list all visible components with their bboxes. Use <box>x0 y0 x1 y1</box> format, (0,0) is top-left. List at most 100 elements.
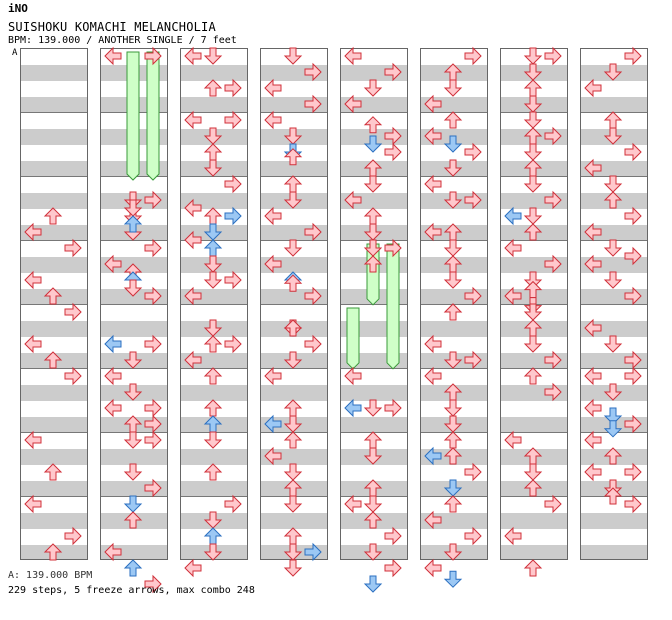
measure-line <box>101 240 167 241</box>
left-arrow-icon <box>104 366 122 386</box>
right-arrow-icon <box>624 366 642 386</box>
down-arrow-icon <box>363 495 383 513</box>
measure-line <box>181 496 247 497</box>
right-arrow-icon <box>144 478 162 498</box>
measure-line <box>21 240 87 241</box>
right-arrow-icon <box>544 382 562 402</box>
down-arrow-icon <box>603 127 623 145</box>
down-arrow-icon <box>203 159 223 177</box>
down-arrow-icon <box>523 463 543 481</box>
down-arrow-icon <box>123 383 143 401</box>
up-arrow-icon <box>363 255 383 273</box>
down-arrow-icon <box>283 47 303 65</box>
right-arrow-icon <box>544 126 562 146</box>
section-marker: A <box>12 48 18 58</box>
up-arrow-icon <box>363 511 383 529</box>
left-arrow-icon <box>24 270 42 290</box>
right-arrow-icon <box>64 238 82 258</box>
down-arrow-icon <box>523 111 543 129</box>
right-arrow-icon <box>304 286 322 306</box>
down-arrow-icon <box>603 383 623 401</box>
down-arrow-icon <box>283 463 303 481</box>
down-arrow-icon <box>203 431 223 449</box>
left-arrow-icon <box>24 430 42 450</box>
left-arrow-icon <box>104 46 122 66</box>
down-arrow-icon <box>123 351 143 369</box>
measure-line <box>181 176 247 177</box>
up-arrow-icon <box>523 127 543 145</box>
down-arrow-icon <box>523 63 543 81</box>
arrow-layer-6 <box>424 46 482 588</box>
measure-line <box>261 304 327 305</box>
left-arrow-icon <box>184 558 202 578</box>
left-arrow-icon <box>424 366 442 386</box>
right-arrow-icon <box>624 350 642 370</box>
right-arrow-icon <box>624 206 642 226</box>
right-arrow-icon <box>64 366 82 386</box>
measure-line <box>101 304 167 305</box>
down-arrow-icon <box>363 575 383 593</box>
down-arrow-icon <box>603 239 623 257</box>
down-arrow-icon <box>443 271 463 289</box>
up-arrow-icon <box>283 479 303 497</box>
up-arrow-icon <box>123 215 143 233</box>
left-arrow-icon <box>184 350 202 370</box>
down-arrow-icon <box>203 543 223 561</box>
left-arrow-icon <box>264 110 282 130</box>
measure-line <box>181 112 247 113</box>
right-arrow-icon <box>464 286 482 306</box>
right-arrow-icon <box>624 494 642 514</box>
right-arrow-icon <box>224 174 242 194</box>
down-arrow-icon <box>363 239 383 257</box>
down-arrow-icon <box>523 95 543 113</box>
up-arrow-icon <box>283 399 303 417</box>
measure-line <box>501 432 567 433</box>
left-arrow-icon <box>504 206 522 226</box>
left-arrow-icon <box>264 78 282 98</box>
left-arrow-icon <box>24 494 42 514</box>
right-arrow-icon <box>464 142 482 162</box>
up-arrow-icon <box>123 511 143 529</box>
up-arrow-icon <box>523 159 543 177</box>
measure-line <box>21 176 87 177</box>
right-arrow-icon <box>544 494 562 514</box>
up-arrow-icon <box>523 79 543 97</box>
down-arrow-icon <box>603 63 623 81</box>
left-arrow-icon <box>424 510 442 530</box>
right-arrow-icon <box>384 62 402 82</box>
left-arrow-icon <box>424 222 442 242</box>
up-arrow-icon <box>43 207 63 225</box>
down-arrow-icon <box>283 415 303 433</box>
down-arrow-icon <box>523 175 543 193</box>
down-arrow-icon <box>443 79 463 97</box>
up-arrow-icon <box>203 143 223 161</box>
measure-line <box>421 176 487 177</box>
left-arrow-icon <box>24 222 42 242</box>
left-arrow-icon <box>264 446 282 466</box>
left-arrow-icon <box>584 398 602 418</box>
left-arrow-icon <box>584 222 602 242</box>
freeze-arrow <box>346 307 360 370</box>
down-arrow-icon <box>363 175 383 193</box>
down-arrow-icon <box>363 399 383 417</box>
up-arrow-icon <box>363 431 383 449</box>
down-arrow-icon <box>363 543 383 561</box>
down-arrow-icon <box>603 407 623 425</box>
right-arrow-icon <box>64 526 82 546</box>
right-arrow-icon <box>224 110 242 130</box>
up-arrow-icon <box>363 159 383 177</box>
down-arrow-icon <box>123 495 143 513</box>
left-arrow-icon <box>504 526 522 546</box>
left-arrow-icon <box>584 318 602 338</box>
left-arrow-icon <box>504 430 522 450</box>
arrow-layer-4 <box>264 47 322 577</box>
left-arrow-icon <box>584 366 602 386</box>
freeze-arrow <box>386 243 400 370</box>
up-arrow-icon <box>523 559 543 577</box>
up-arrow-icon <box>523 319 543 337</box>
left-arrow-icon <box>184 230 202 250</box>
down-arrow-icon <box>443 479 463 497</box>
left-arrow-icon <box>584 462 602 482</box>
right-arrow-icon <box>224 334 242 354</box>
down-arrow-icon <box>123 463 143 481</box>
